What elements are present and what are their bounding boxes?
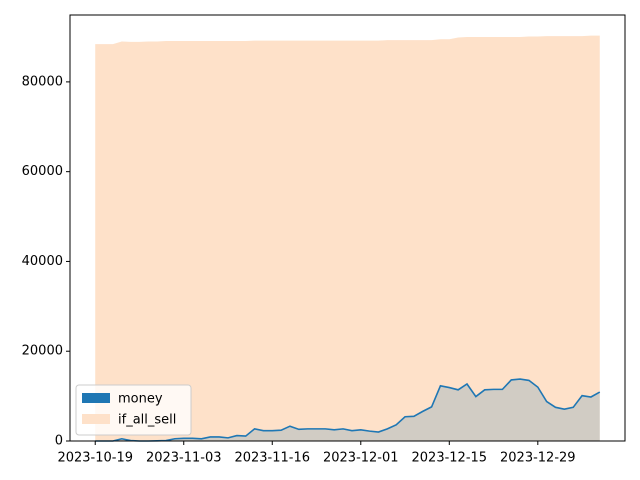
legend-label: money <box>118 392 163 407</box>
x-tick-label: 2023-12-29 <box>500 451 576 466</box>
y-tick-label: 40000 <box>22 254 63 269</box>
legend-swatch <box>82 414 110 424</box>
x-tick-label: 2023-12-15 <box>412 451 488 466</box>
legend-label: if_all_sell <box>118 413 176 428</box>
series-line <box>95 378 601 442</box>
y-tick-label: 0 <box>55 434 63 449</box>
legend: money if_all_sell <box>75 384 192 436</box>
legend-swatch <box>82 393 110 403</box>
x-tick-label: 2023-11-16 <box>234 451 310 466</box>
x-tick-label: 2023-10-19 <box>57 451 133 466</box>
area-fill <box>95 35 600 442</box>
y-tick-label: 60000 <box>22 164 63 179</box>
x-tick-label: 2023-11-03 <box>146 451 222 466</box>
plot-frame <box>69 14 626 442</box>
x-tick-label: 2023-12-01 <box>323 451 399 466</box>
y-tick-label: 20000 <box>22 344 63 359</box>
y-tick-label: 80000 <box>22 74 63 89</box>
